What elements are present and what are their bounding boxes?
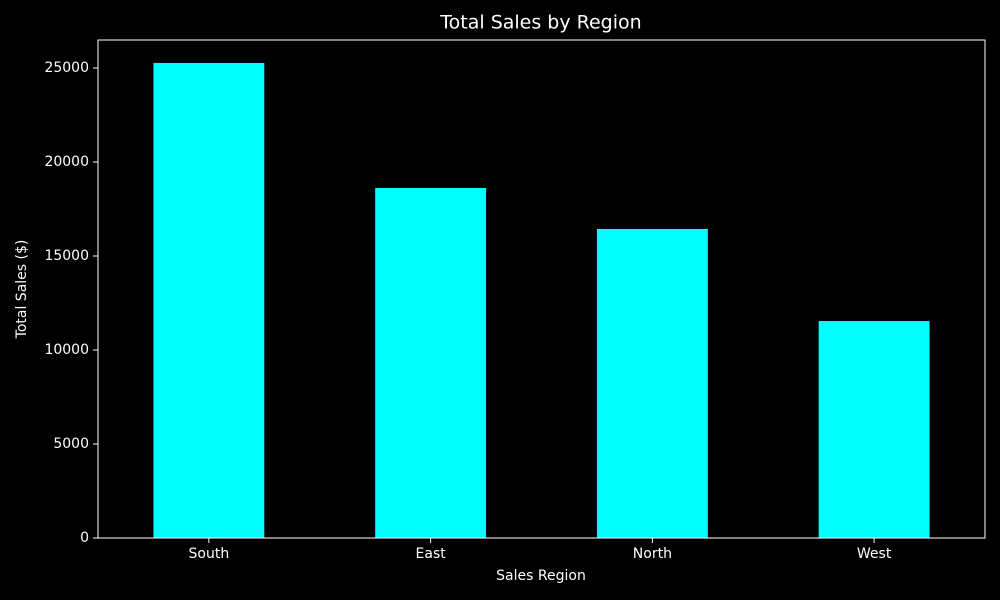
bar bbox=[818, 321, 930, 538]
y-tick-label: 5000 bbox=[53, 436, 89, 452]
axes-frame bbox=[97, 39, 986, 539]
y-tick-label: 15000 bbox=[44, 248, 89, 264]
x-tick-label: West bbox=[857, 546, 892, 562]
bar bbox=[596, 228, 708, 539]
x-axis-label: Sales Region bbox=[496, 568, 586, 584]
bar bbox=[375, 187, 487, 538]
bar bbox=[153, 62, 265, 538]
y-axis-label: Total Sales ($) bbox=[14, 240, 30, 340]
x-tick-label: South bbox=[189, 546, 230, 562]
x-tick-label: East bbox=[416, 546, 447, 562]
y-tick-label: 25000 bbox=[44, 60, 89, 76]
chart-title: Total Sales by Region bbox=[439, 12, 641, 34]
y-tick-label: 20000 bbox=[44, 154, 89, 170]
y-tick-label: 10000 bbox=[44, 342, 89, 358]
y-tick-label: 0 bbox=[80, 530, 89, 546]
x-tick-label: North bbox=[633, 546, 672, 562]
